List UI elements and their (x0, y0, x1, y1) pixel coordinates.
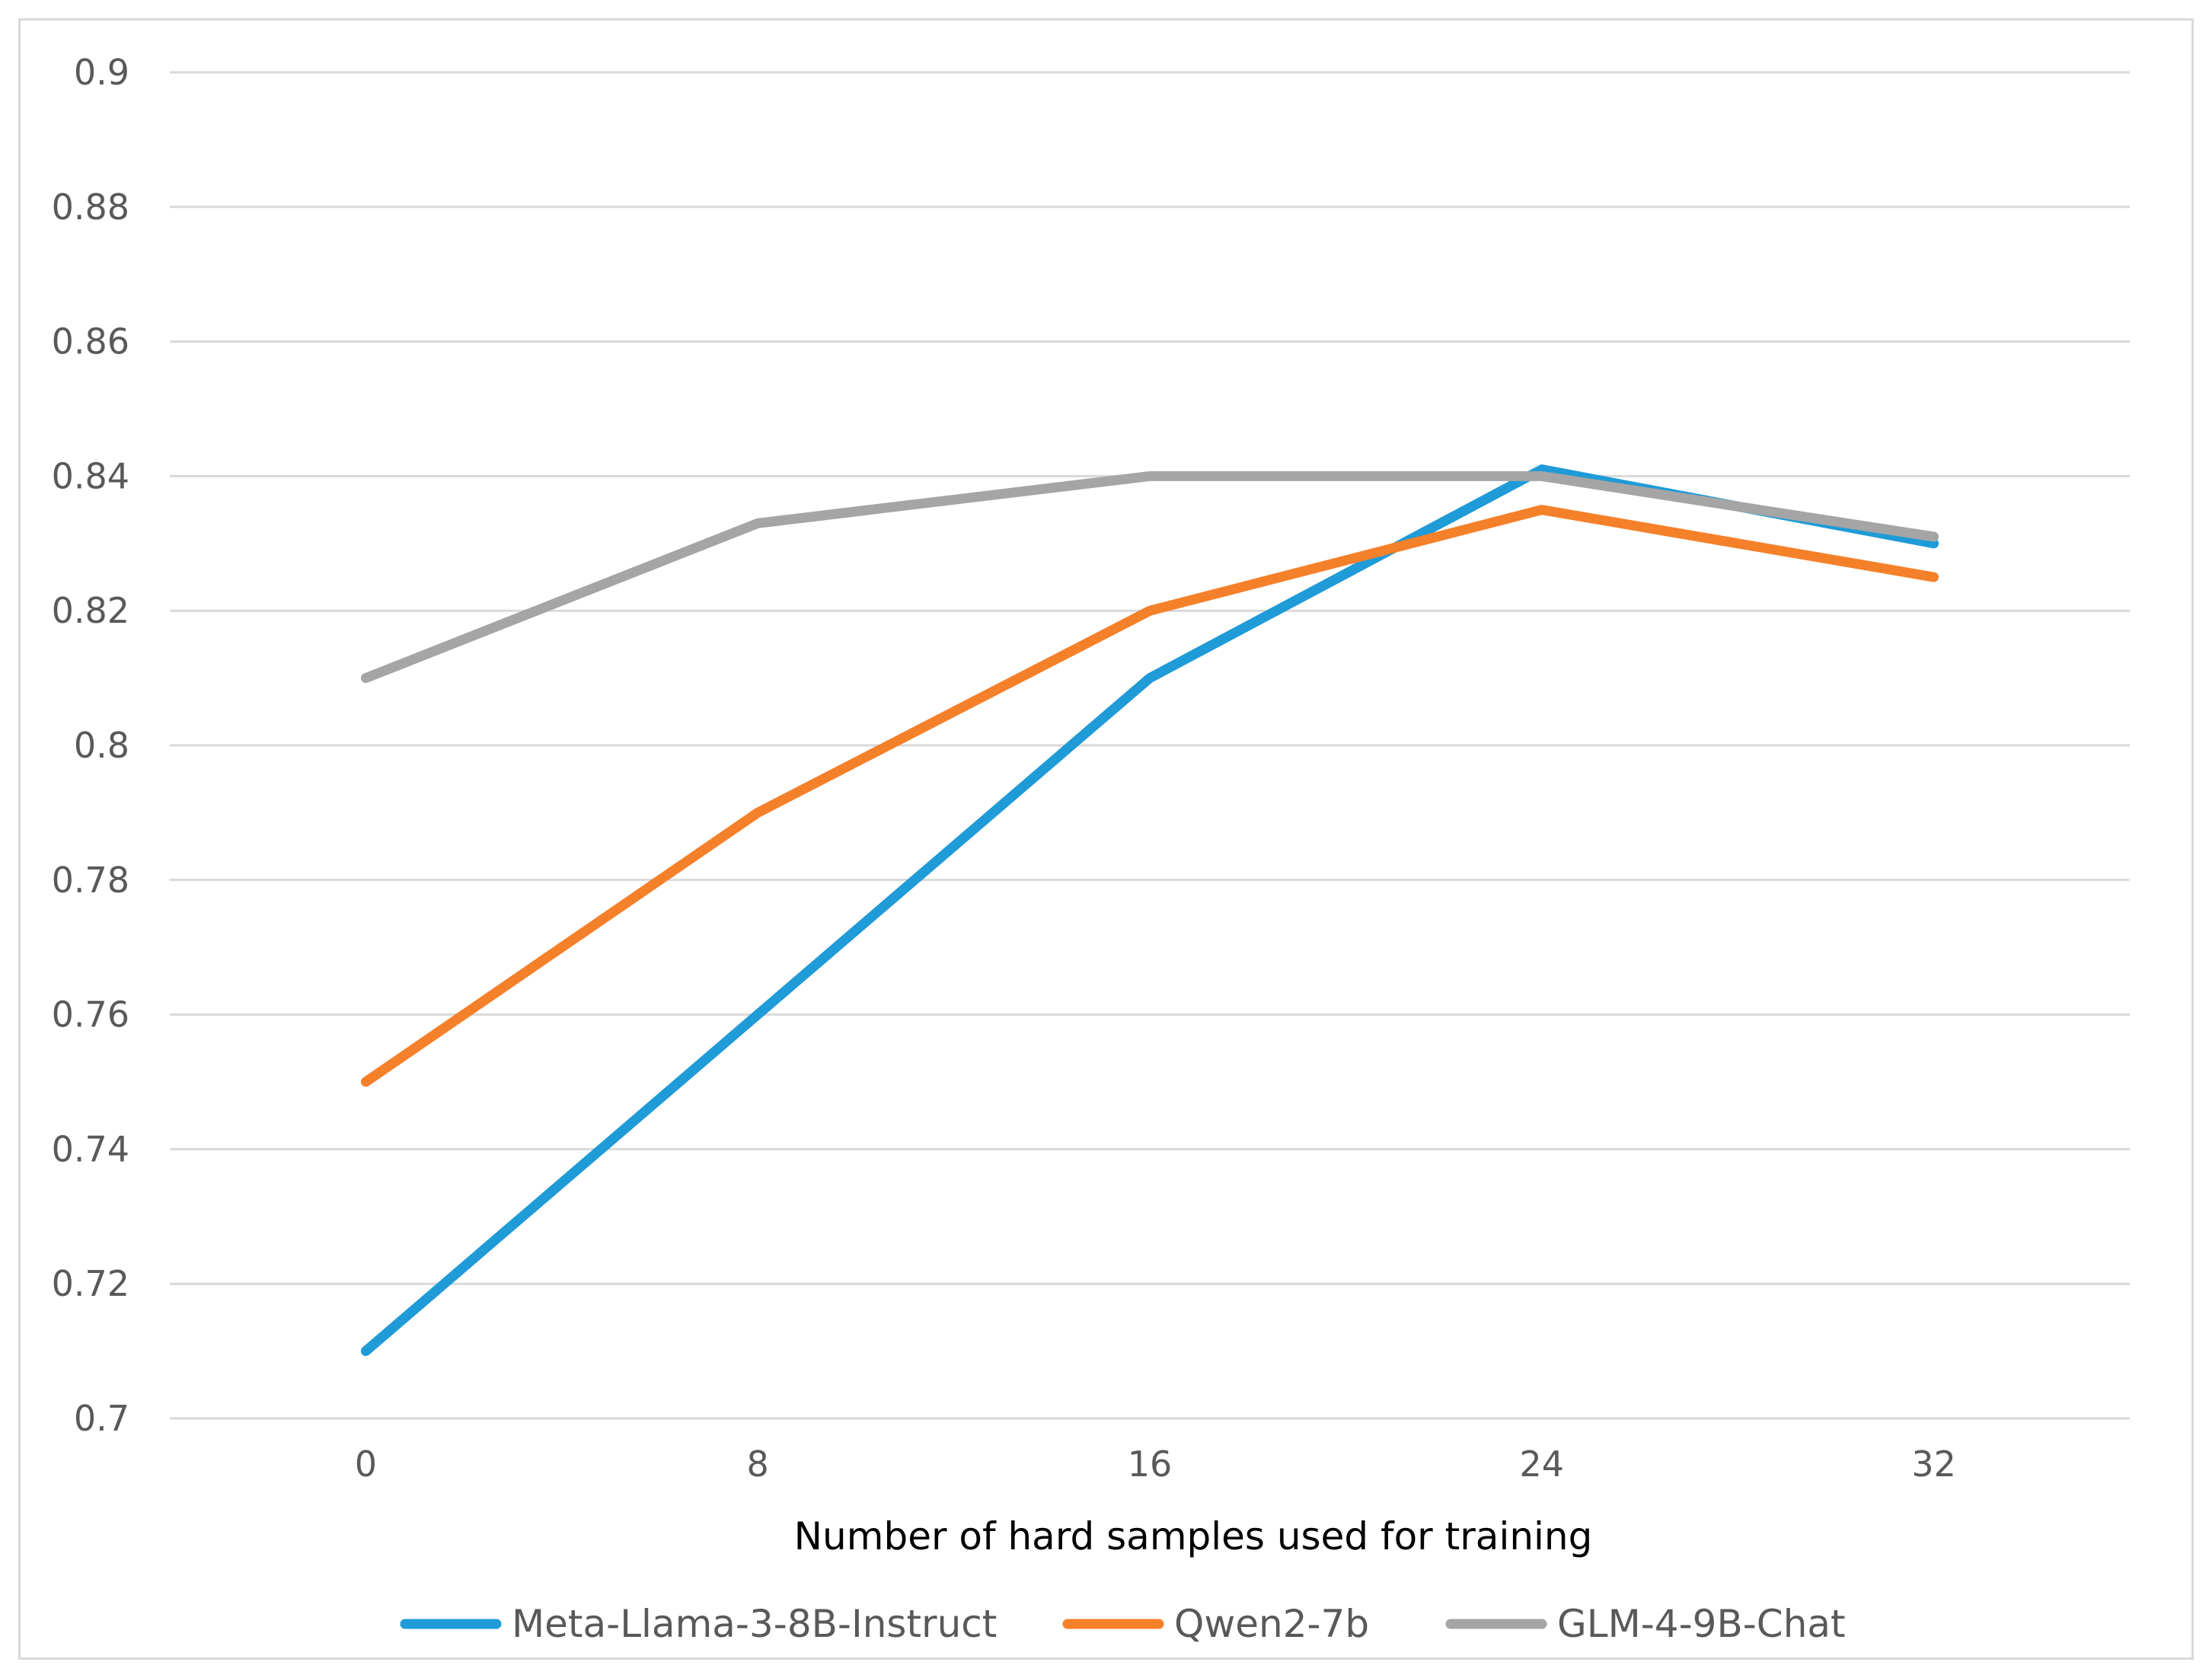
data-point (1541, 509, 1543, 511)
x-tick-label: 32 (1911, 1444, 1956, 1485)
x-tick-label: 16 (1128, 1444, 1173, 1485)
chart-frame: 0.7 0.72 0.74 0.76 0.78 0.8 0.82 0.84 0.86 0.88 0.… (18, 18, 2194, 1660)
legend: Meta-Llama-3-8B-Instruct Qwen2-7b GLM-4-9B… (400, 1602, 1846, 1646)
y-tick-label: 0.78 (52, 860, 129, 901)
legend-item: GLM-4-9B-Chat (1445, 1602, 1846, 1646)
x-axis-title: Number of hard samples used for training (794, 1514, 1593, 1558)
legend-label: Qwen2-7b (1174, 1602, 1369, 1646)
series-line-1 (360, 464, 1939, 1357)
x-axis-ticks: 0 8 16 24 32 (355, 1444, 1956, 1485)
data-point (1149, 475, 1151, 477)
y-tick-label: 0.76 (52, 994, 129, 1035)
y-tick-label: 0.7 (74, 1398, 129, 1439)
y-tick-label: 0.9 (74, 52, 129, 93)
x-tick-label: 8 (747, 1444, 769, 1485)
x-tick-label: 0 (355, 1444, 377, 1485)
data-point (1933, 543, 1935, 544)
legend-label: GLM-4-9B-Chat (1557, 1602, 1846, 1646)
legend-item: Qwen2-7b (1062, 1602, 1369, 1646)
legend-label: Meta-Llama-3-8B-Instruct (512, 1602, 997, 1646)
series-line-2 (360, 505, 1939, 1087)
x-tick-label: 24 (1520, 1444, 1565, 1485)
legend-item: Meta-Llama-3-8B-Instruct (400, 1602, 997, 1646)
y-tick-label: 0.82 (52, 590, 129, 631)
data-point (1933, 536, 1935, 538)
y-tick-label: 0.84 (52, 455, 129, 496)
series-lines (360, 464, 1939, 1357)
data-point (1933, 576, 1935, 578)
gridlines (170, 71, 2130, 1420)
data-point (1541, 475, 1543, 477)
y-axis-ticks: 0.7 0.72 0.74 0.76 0.78 0.8 0.82 0.84 0.86 0.88 0.… (52, 52, 129, 1439)
data-point (1541, 469, 1543, 471)
line-chart: 0.7 0.72 0.74 0.76 0.78 0.8 0.82 0.84 0.86 0.88 0.… (52, 52, 2130, 1646)
data-point (365, 1081, 366, 1083)
y-tick-label: 0.8 (74, 725, 129, 766)
y-tick-label: 0.72 (52, 1263, 129, 1304)
y-tick-label: 0.88 (52, 187, 129, 228)
y-tick-label: 0.74 (52, 1128, 129, 1169)
y-tick-label: 0.86 (52, 321, 129, 362)
series-line-3 (360, 471, 1939, 684)
